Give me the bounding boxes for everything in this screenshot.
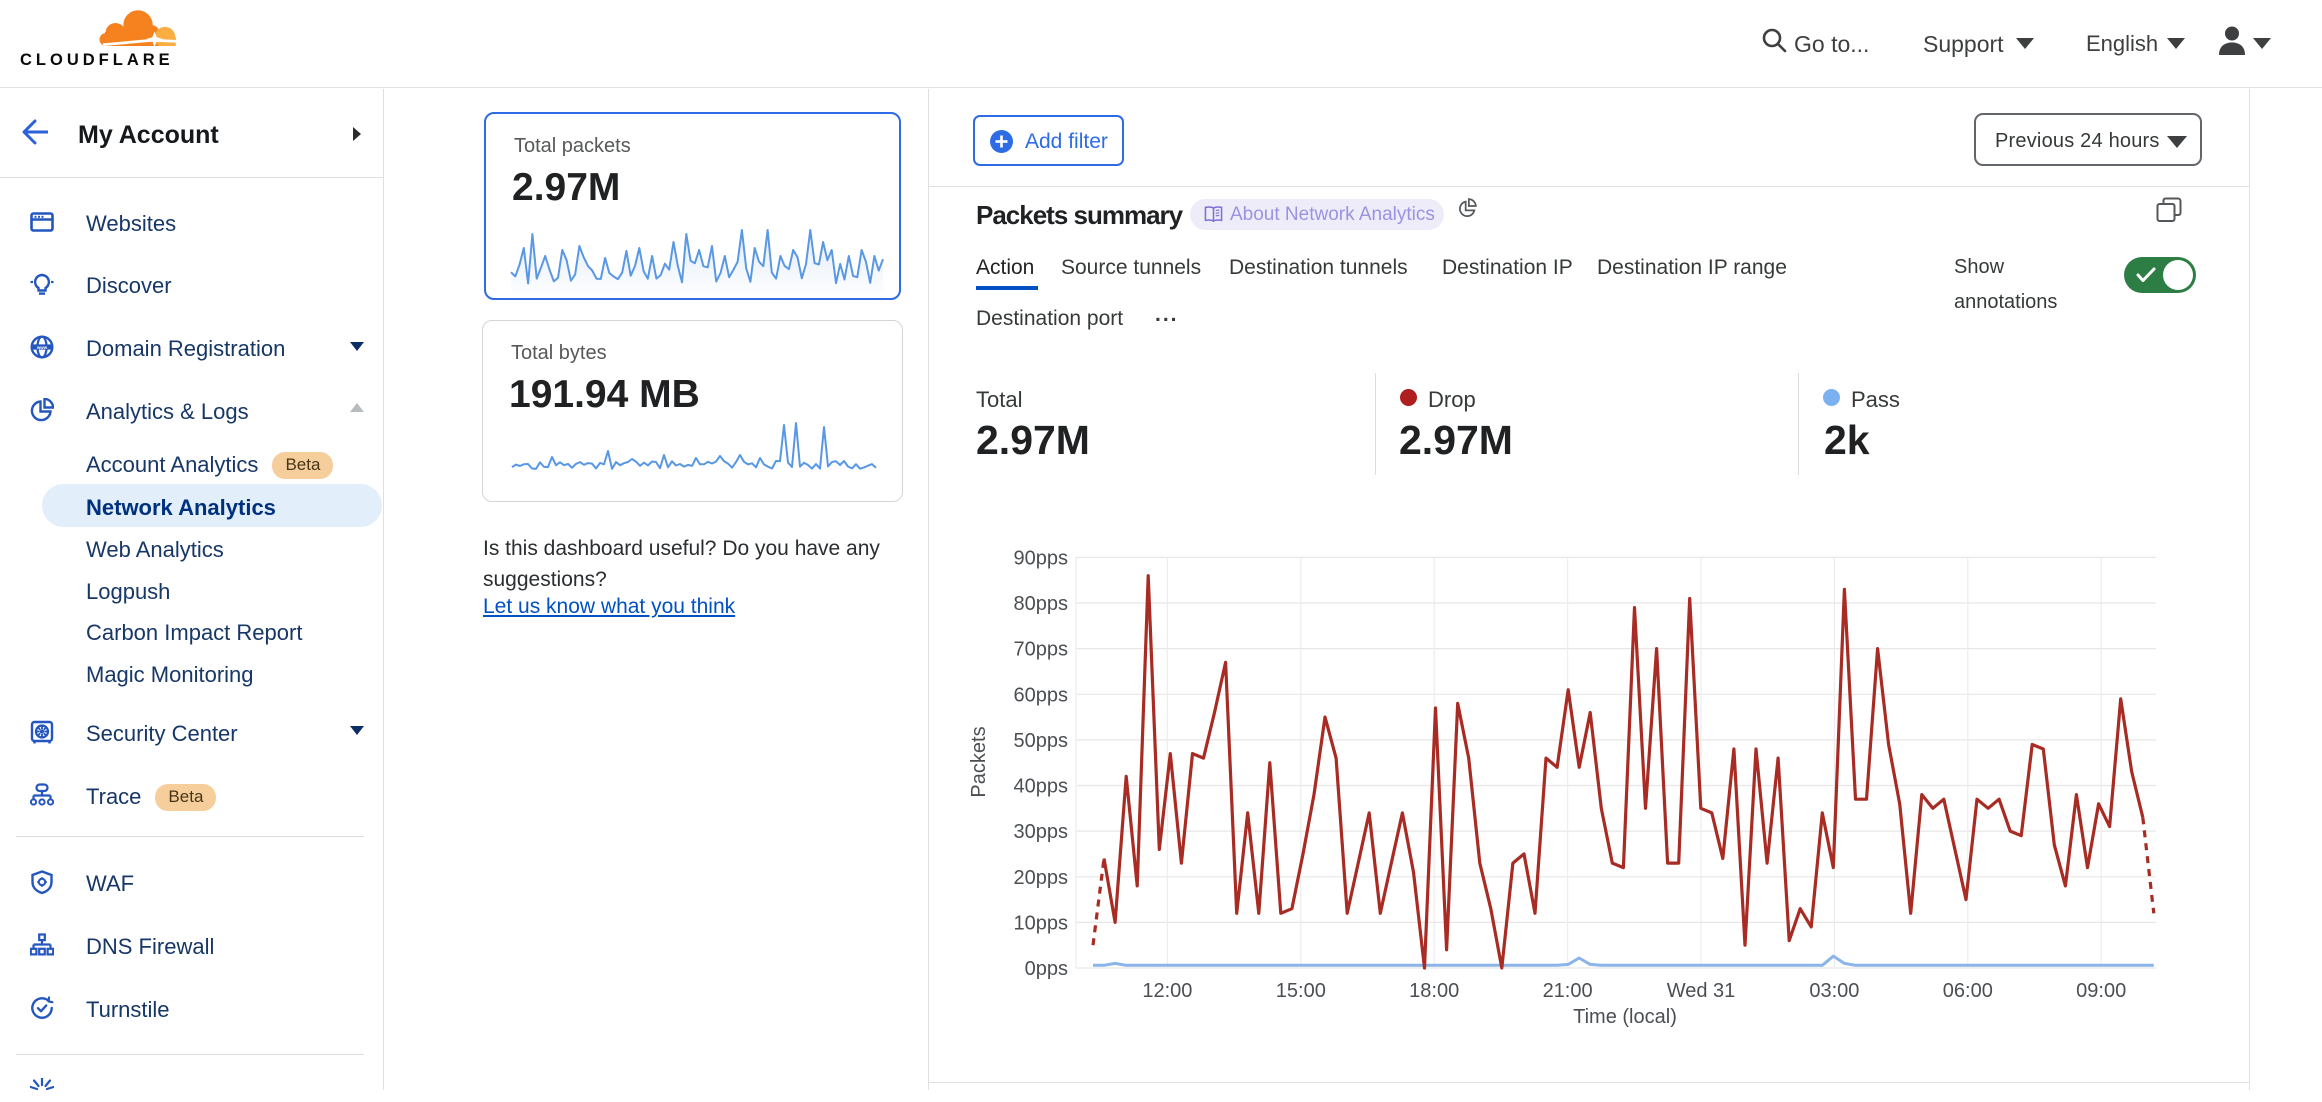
svg-text:30pps: 30pps	[1014, 821, 1069, 843]
svg-text:0pps: 0pps	[1025, 958, 1068, 980]
svg-text:40pps: 40pps	[1014, 776, 1069, 798]
svg-text:21:00: 21:00	[1543, 980, 1593, 1002]
svg-text:18:00: 18:00	[1409, 980, 1459, 1002]
svg-text:20pps: 20pps	[1014, 867, 1069, 889]
svg-text:90pps: 90pps	[1014, 547, 1069, 569]
svg-text:80pps: 80pps	[1014, 593, 1069, 615]
svg-text:06:00: 06:00	[1943, 980, 1993, 1002]
svg-text:50pps: 50pps	[1014, 730, 1069, 752]
svg-text:15:00: 15:00	[1276, 980, 1326, 1002]
svg-text:10pps: 10pps	[1014, 912, 1069, 934]
svg-text:Wed 31: Wed 31	[1667, 980, 1736, 1002]
svg-text:70pps: 70pps	[1014, 639, 1069, 661]
svg-text:12:00: 12:00	[1142, 980, 1192, 1002]
svg-text:60pps: 60pps	[1014, 684, 1069, 706]
svg-text:09:00: 09:00	[2076, 980, 2126, 1002]
svg-text:03:00: 03:00	[1809, 980, 1859, 1002]
svg-text:Packets: Packets	[968, 726, 990, 797]
svg-text:www: www	[36, 345, 48, 350]
svg-text:Time (local): Time (local)	[1573, 1006, 1677, 1028]
